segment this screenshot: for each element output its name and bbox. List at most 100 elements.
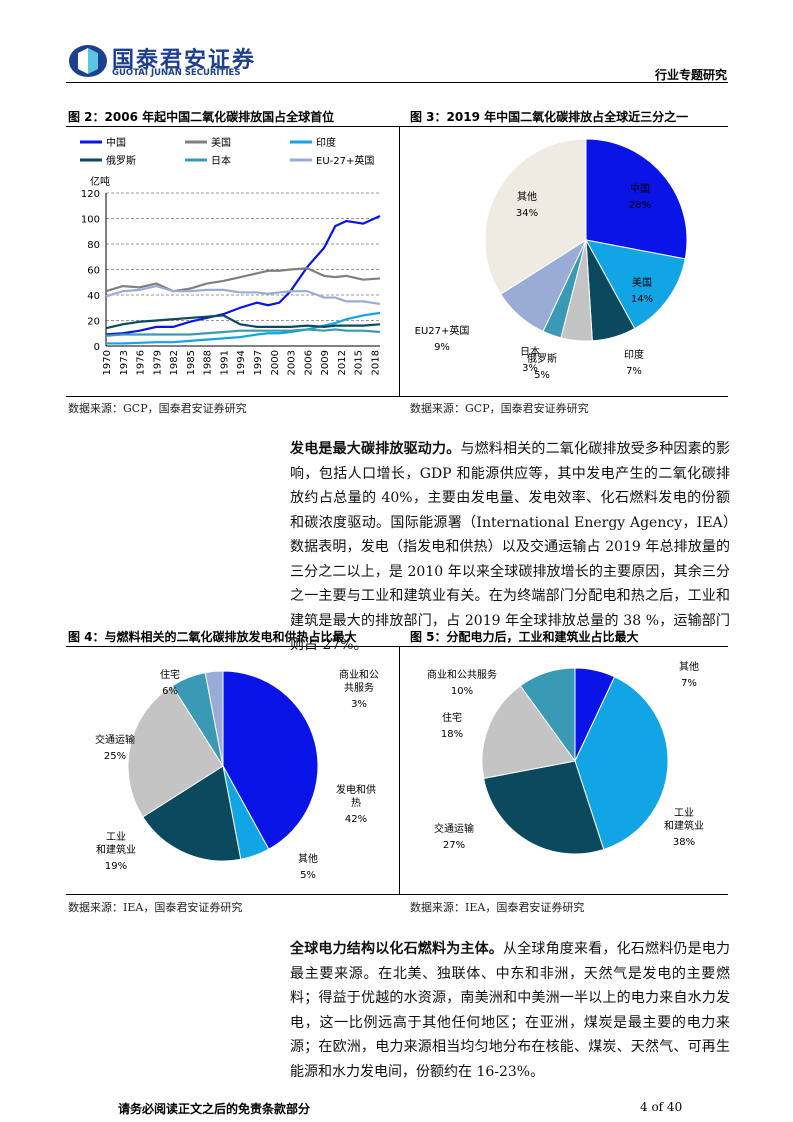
series-line [105, 214, 381, 336]
caption-rule [66, 126, 728, 127]
slice-label: 发电和供 [336, 783, 376, 796]
slice-label: 和建筑业 [664, 819, 704, 832]
logo-icon [69, 45, 107, 77]
header-rule [66, 82, 728, 83]
slice-label: 其他 [517, 190, 537, 203]
x-tick-label: 2009 [320, 350, 331, 375]
paragraph-2: 全球电力结构以化石燃料为主体。从全球角度来看，化石燃料仍是电力最主要来源。在北美… [290, 937, 730, 1084]
slice-label: 中国 [630, 182, 650, 195]
y-tick-label: 20 [87, 317, 100, 328]
chart-rule-2 [66, 894, 728, 895]
slice-label: 工业 [674, 807, 694, 819]
slice-value: 28% [629, 200, 651, 211]
pie-slice [574, 676, 669, 851]
legend-label: 日本 [211, 154, 231, 167]
x-tick-label: 1991 [219, 350, 230, 375]
para1-body: 与燃料相关的二氧化碳排放受多种因素的影响，包括人口增长，GDP 和能源供应等，其… [290, 441, 731, 653]
slice-value: 38% [673, 837, 695, 848]
x-tick-label: 1973 [119, 350, 130, 375]
series-line [105, 328, 381, 337]
fig5-caption: 图 5：分配电力后，工业和建筑业占比最大 [410, 630, 639, 644]
x-tick-label: 2015 [354, 350, 365, 375]
slice-label: 热 [351, 796, 361, 809]
y-tick-label: 80 [87, 240, 100, 251]
slice-value: 18% [441, 729, 463, 740]
pie-chart-fig4: 发电和供热 42% 其他 5% 工业和建筑业 19% 交通运输 25% 住宅 6% 商业和公共服务 3… [95, 668, 379, 881]
slice-label: 交通运输 [434, 822, 474, 835]
series-line [105, 267, 381, 293]
x-tick-label: 1970 [102, 350, 113, 375]
x-tick-label: 2018 [370, 350, 381, 375]
slice-label: 工业 [106, 831, 126, 843]
fig2-caption: 图 2：2006 年起中国二氧化碳排放国占全球首位 [68, 110, 335, 124]
slice-value: 3% [351, 699, 367, 710]
slice-value: 19% [105, 861, 127, 872]
fig3-caption: 图 3：2019 年中国二氧化碳排放占全球近三分之一 [410, 110, 689, 124]
fig2-source: 数据来源：GCP，国泰君安证券研究 [68, 402, 247, 415]
pie-slice [204, 670, 224, 767]
series-line [105, 314, 381, 330]
slice-value: 42% [345, 814, 367, 825]
caption-rule-2 [66, 646, 728, 647]
slice-value: 3% [522, 363, 538, 374]
slice-label: 和建筑业 [96, 843, 136, 856]
x-tick-label: 1985 [186, 350, 197, 375]
y-tick-label: 100 [81, 215, 100, 226]
x-tick-label: 1994 [236, 350, 247, 375]
legend-label: 印度 [316, 136, 336, 149]
logo-cn: 国泰君安证券 [112, 48, 257, 73]
y-tick-label: 60 [87, 266, 100, 277]
pie-slice [519, 667, 576, 763]
slice-value: 5% [300, 870, 316, 881]
slice-label: 住宅 [442, 711, 462, 724]
pie-slice [127, 685, 224, 818]
x-tick-label: 2012 [337, 350, 348, 375]
slice-label: 日本 [520, 345, 540, 358]
slice-label: 印度 [624, 348, 644, 361]
chart-rule [66, 396, 728, 397]
paragraph-1: 发电是最大碳排放驱动力。与燃料相关的二氧化碳排放受多种因素的影响，包括人口增长，… [290, 437, 730, 658]
page-number: 4 of 40 [640, 1100, 683, 1114]
pie-slice [585, 138, 688, 260]
legend-label: 中国 [106, 136, 126, 149]
x-tick-label: 1979 [152, 350, 163, 375]
legend-label: 俄罗斯 [106, 154, 136, 167]
pie-chart-fig3: 中国 28% 美国 14% 印度 7% 俄罗斯 5% 日本 3% EU27+英国 9% 其他 34% [415, 138, 688, 381]
slice-label: 美国 [632, 276, 652, 289]
slice-label: 俄罗斯 [527, 352, 557, 365]
logo-en: GUOTAI JUNAN SECURITIES [112, 68, 241, 78]
slice-value: 27% [443, 840, 465, 851]
slice-value: 5% [534, 370, 550, 381]
disclaimer: 请务必阅读正文之后的免责条款部分 [118, 1102, 311, 1116]
slice-value: 7% [626, 366, 642, 377]
pie-slice [481, 685, 576, 780]
x-tick-label: 1997 [253, 350, 264, 375]
fig5-source: 数据来源：IEA，国泰君安证券研究 [410, 901, 585, 914]
slice-value: 25% [104, 751, 126, 762]
x-tick-label: 1982 [169, 350, 180, 375]
legend-label: EU-27+英国 [316, 154, 374, 167]
y-tick-label: 0 [94, 342, 100, 353]
series-line [105, 284, 381, 306]
slice-value: 6% [162, 686, 178, 697]
fig4-source: 数据来源：IEA，国泰君安证券研究 [68, 901, 243, 914]
slice-value: 7% [681, 678, 697, 689]
slice-label: 商业和公共服务 [427, 668, 497, 681]
slice-value: 34% [516, 208, 538, 219]
y-tick-label: 120 [81, 189, 100, 200]
fig3-source: 数据来源：GCP，国泰君安证券研究 [410, 402, 589, 415]
slice-value: 14% [631, 294, 653, 305]
x-tick-label: 1976 [136, 350, 147, 375]
slice-label: EU27+英国 [415, 324, 470, 337]
slice-label: 交通运输 [95, 733, 135, 746]
x-tick-label: 2000 [270, 350, 281, 375]
pie-chart-fig5: 其他 7% 工业和建筑业 38% 交通运输 27% 住宅 18% 商业和公共服务 10% [427, 660, 704, 855]
slice-label: 其他 [298, 852, 318, 865]
slice-label: 住宅 [160, 668, 180, 681]
pie-slice [222, 670, 319, 850]
x-tick-label: 1988 [203, 350, 214, 375]
pie-slice [142, 765, 242, 862]
x-tick-label: 2003 [287, 350, 298, 375]
